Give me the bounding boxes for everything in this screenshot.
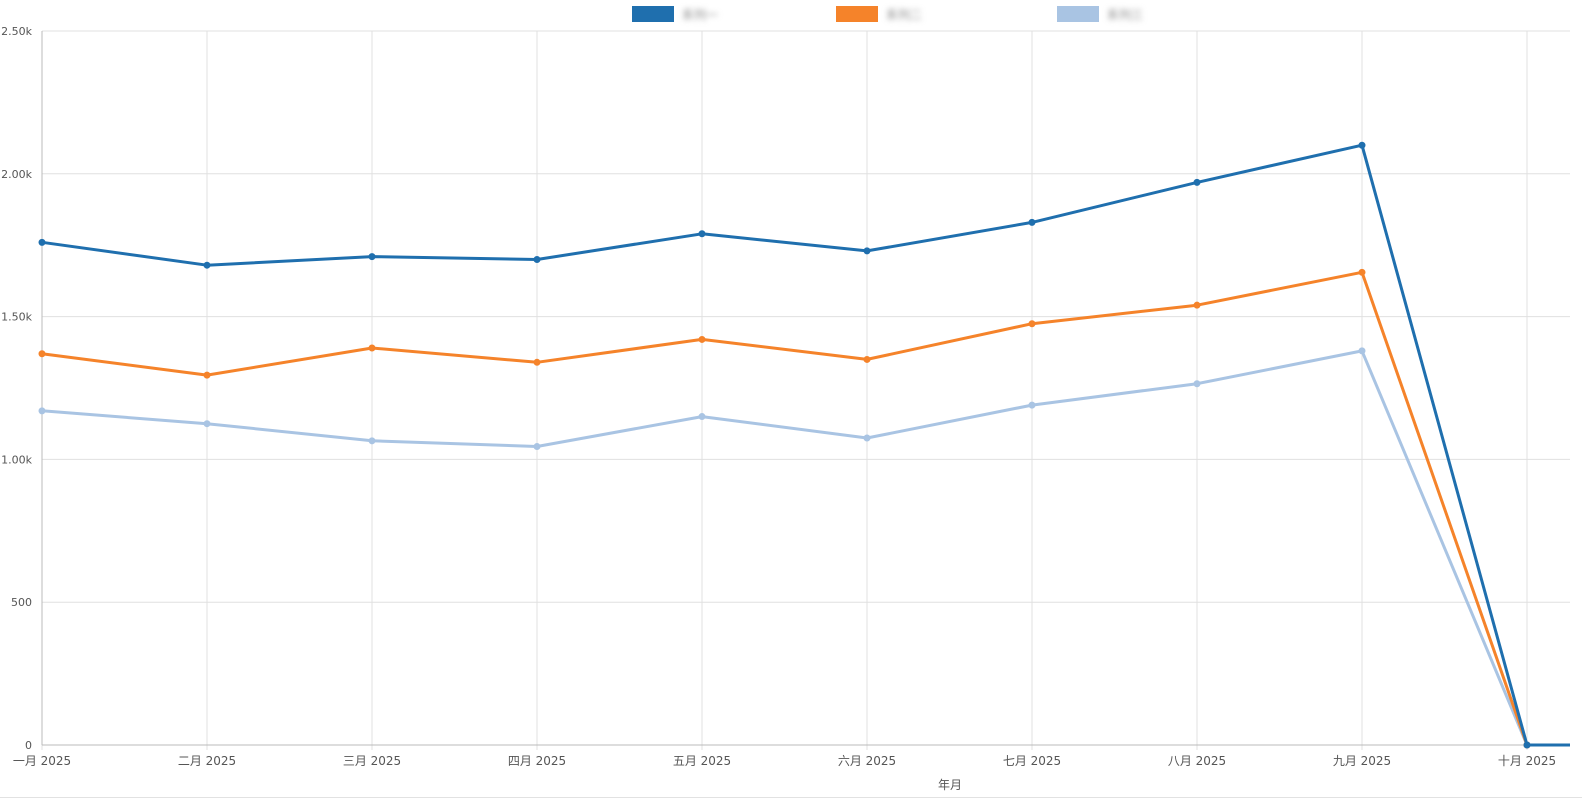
data-point [203, 261, 211, 269]
data-point [1193, 178, 1201, 186]
data-point [533, 443, 541, 451]
data-point [38, 350, 46, 358]
x-tick-label: 六月 2025 [838, 754, 896, 768]
data-point [368, 253, 376, 261]
series-line [41, 349, 1529, 746]
x-tick-label: 七月 2025 [1003, 754, 1061, 768]
legend-swatch [632, 6, 674, 22]
legend-label: 系列一 [682, 8, 718, 22]
legend-swatch [836, 6, 878, 22]
x-tick-label: 四月 2025 [508, 754, 566, 768]
data-point [1358, 141, 1366, 149]
data-point [203, 371, 211, 379]
data-point [368, 437, 376, 445]
y-tick-label: 1.50k [1, 311, 32, 324]
axis-layer: 0 500 1.00k 1.50k 2.00k 2.50k 一月 2025 二月 2025 三月… [1, 25, 1570, 768]
bottom-frame-line [0, 797, 1582, 798]
data-point [1028, 401, 1036, 409]
data-point [698, 335, 706, 343]
data-point [1193, 380, 1201, 388]
x-tick-label: 五月 2025 [673, 754, 731, 768]
data-point [1193, 301, 1201, 309]
y-tick-label: 1.00k [1, 453, 32, 466]
data-point [863, 355, 871, 363]
legend-label: 系列三 [1107, 8, 1143, 22]
legend-swatch [1057, 6, 1099, 22]
series-line [41, 270, 1529, 746]
data-point [863, 434, 871, 442]
y-tick-label: 2.50k [1, 25, 32, 38]
x-tick-label: 三月 2025 [343, 754, 401, 768]
legend: 系列一 系列二 系列三 [632, 6, 1143, 22]
data-point [203, 420, 211, 428]
data-point [533, 255, 541, 263]
x-tick-label: 一月 2025 [13, 754, 71, 768]
x-tick-label: 二月 2025 [178, 754, 236, 768]
data-point [1358, 347, 1366, 355]
data-point [38, 407, 46, 415]
data-point [38, 238, 46, 246]
series-line [41, 143, 1529, 746]
x-tick-label: 十月 2025 [1498, 754, 1556, 768]
data-point [863, 247, 871, 255]
series-layer [38, 141, 1570, 749]
data-point [1028, 320, 1036, 328]
data-point [533, 358, 541, 366]
x-tick-label: 九月 2025 [1333, 754, 1391, 768]
y-tick-label: 500 [11, 596, 32, 609]
legend-label: 系列二 [886, 8, 922, 22]
x-axis-title: 年月 [938, 778, 962, 792]
data-point [368, 344, 376, 352]
grid-layer [41, 30, 1570, 750]
data-point [1358, 268, 1366, 276]
data-point [698, 413, 706, 421]
y-tick-label: 2.00k [1, 168, 32, 181]
x-tick-label: 八月 2025 [1168, 754, 1226, 768]
data-point [1028, 218, 1036, 226]
y-tick-label: 0 [25, 739, 32, 752]
data-point [698, 230, 706, 238]
